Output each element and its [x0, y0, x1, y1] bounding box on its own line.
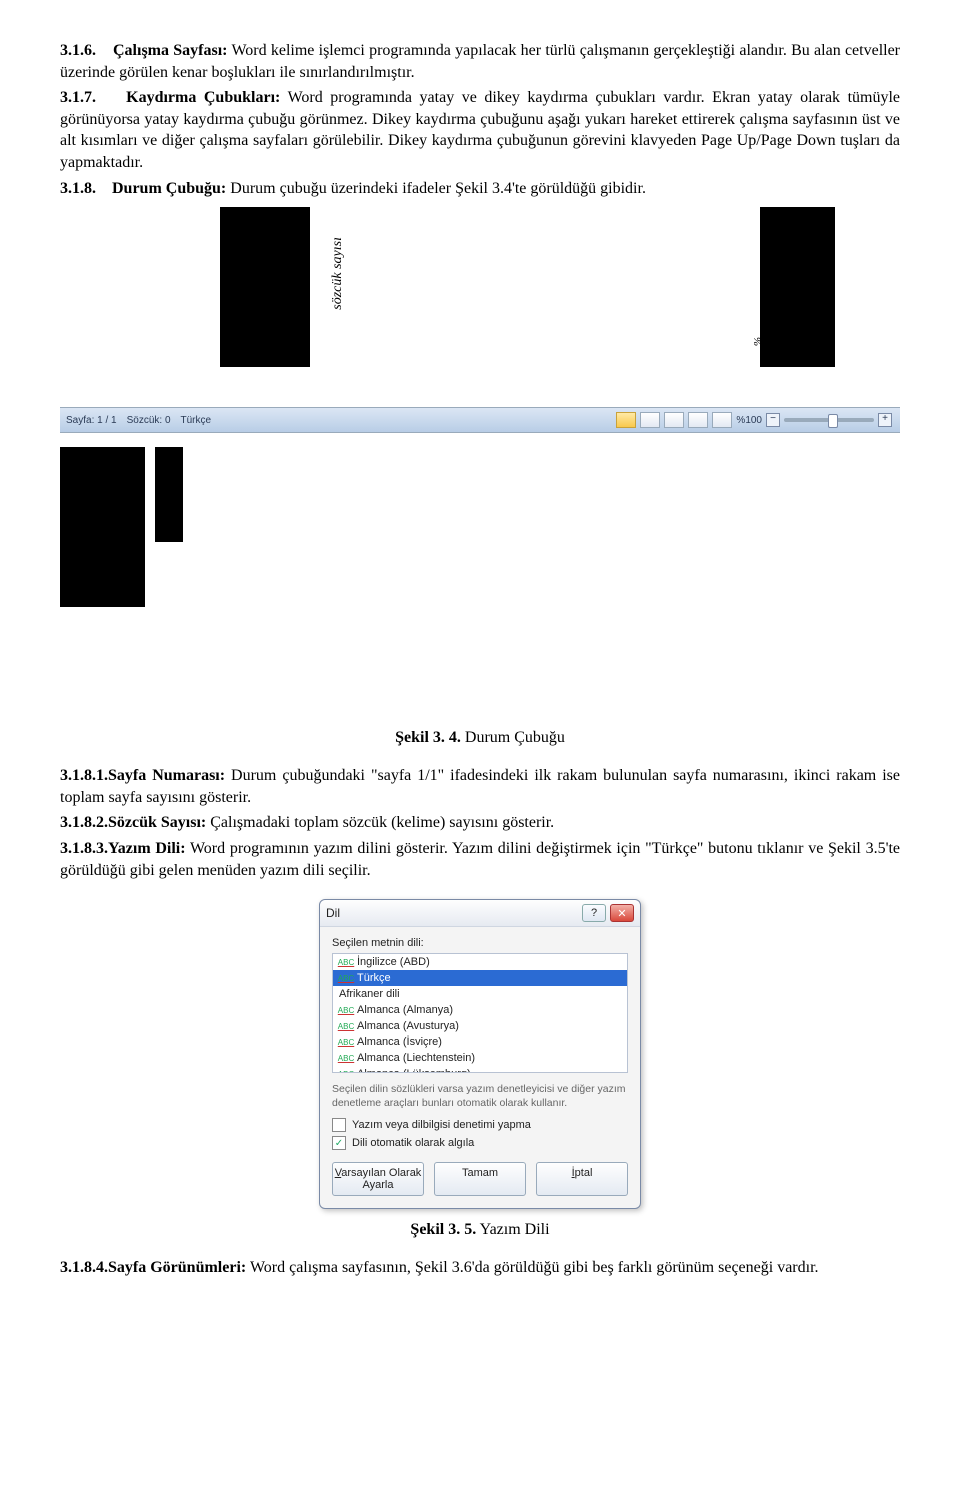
section-body: Word programının yazım dilini gösterir. …	[60, 840, 900, 879]
spellcheck-icon	[339, 1020, 353, 1032]
language-option[interactable]: Almanca (Lüksemburg)	[333, 1066, 627, 1073]
section-3-1-7: 3.1.7. Kaydırma Çubukları: Word programı…	[60, 87, 900, 173]
section-body: Word çalışma sayfasının, Şekil 3.6'da gö…	[250, 1259, 819, 1276]
status-word-count[interactable]: Sözcük: 0	[127, 415, 171, 426]
section-num: 3.1.6.	[60, 42, 96, 59]
section-num: 3.1.8.	[60, 180, 96, 197]
section-3-1-8-1: 3.1.8.1.Sayfa Numarası: Durum çubuğundak…	[60, 765, 900, 808]
language-option[interactable]: Almanca (Liechtenstein)	[333, 1050, 627, 1066]
dialog-description: Seçilen dilin sözlükleri varsa yazım den…	[332, 1083, 628, 1110]
redaction-box	[760, 207, 835, 367]
dialog-titlebar[interactable]: Dil ? ✕	[320, 900, 640, 927]
spellcheck-icon	[339, 1004, 353, 1016]
figure-label: Şekil 3. 5.	[410, 1221, 476, 1238]
checkbox-label: Dili otomatik olarak algıla	[352, 1137, 474, 1149]
figure-label: Şekil 3. 4.	[395, 729, 461, 746]
language-option-label: Almanca (Lüksemburg)	[357, 1068, 471, 1073]
language-option-label: Almanca (Avusturya)	[357, 1020, 459, 1032]
checkbox-auto-detect[interactable]: ✓	[332, 1136, 346, 1150]
language-option-label: Almanca (Liechtenstein)	[357, 1052, 475, 1064]
dialog-title: Dil	[326, 906, 340, 920]
language-dialog: Dil ? ✕ Seçilen metnin dili: İngilizce (…	[319, 899, 641, 1209]
spellcheck-icon	[339, 1052, 353, 1064]
dialog-help-button[interactable]: ?	[582, 904, 606, 922]
status-page[interactable]: Sayfa: 1 / 1	[66, 415, 117, 426]
figure-caption-3-4: Şekil 3. 4. Durum Çubuğu	[60, 729, 900, 747]
zoom-slider-thumb[interactable]	[828, 414, 838, 428]
section-3-1-6: 3.1.6. Çalışma Sayfası: Word kelime işle…	[60, 40, 900, 83]
zoom-percent[interactable]: %100	[736, 415, 762, 426]
language-listbox[interactable]: İngilizce (ABD) Türkçe Afrikaner dili Alman…	[332, 953, 628, 1073]
language-option[interactable]: Almanca (Almanya)	[333, 1002, 627, 1018]
view-print-layout-button[interactable]	[616, 412, 636, 428]
view-web-button[interactable]	[664, 412, 684, 428]
language-option-label: Almanca (Almanya)	[357, 1004, 453, 1016]
redaction-box	[155, 447, 183, 542]
section-num: 3.1.7.	[60, 89, 96, 106]
dialog-label: Seçilen metnin dili:	[332, 937, 628, 949]
section-num: 3.1.8.1.Sayfa Numarası:	[60, 767, 231, 784]
spellcheck-icon	[339, 1036, 353, 1048]
view-fullscreen-button[interactable]	[640, 412, 660, 428]
zoom-in-button[interactable]: +	[878, 413, 892, 427]
section-3-1-8-3: 3.1.8.3.Yazım Dili: Word programının yaz…	[60, 838, 900, 881]
cancel-button[interactable]: İptal	[536, 1162, 628, 1196]
spellcheck-icon	[339, 1068, 353, 1073]
language-option-label: İngilizce (ABD)	[357, 956, 430, 968]
vertical-label-percent: %	[752, 337, 764, 346]
view-draft-button[interactable]	[712, 412, 732, 428]
dialog-close-button[interactable]: ✕	[610, 904, 634, 922]
language-option[interactable]: Almanca (İsviçre)	[333, 1034, 627, 1050]
view-outline-button[interactable]	[688, 412, 708, 428]
figure-text: Yazım Dili	[480, 1221, 550, 1238]
redaction-box	[220, 207, 310, 367]
zoom-slider[interactable]	[784, 418, 874, 422]
status-language[interactable]: Türkçe	[181, 415, 212, 426]
spellcheck-icon	[339, 956, 353, 968]
redaction-box	[60, 447, 145, 607]
language-option-label: Almanca (İsviçre)	[357, 1036, 442, 1048]
checkbox-label: Yazım veya dilbilgisi denetimi yapma	[352, 1119, 531, 1131]
spellcheck-icon	[339, 972, 353, 984]
section-num-title: 3.1.8.2.Sözcük Sayısı:	[60, 814, 206, 831]
section-body: Durum çubuğu üzerindeki ifadeler Şekil 3…	[230, 180, 646, 197]
section-3-1-8: 3.1.8. Durum Çubuğu: Durum çubuğu üzerin…	[60, 178, 900, 200]
figure-status-bar: sözcük sayısı % Sayfa: 1 / 1 Sözcük: 0 T…	[60, 207, 900, 717]
section-title: Çalışma Sayfası:	[113, 42, 227, 59]
button-label-rest: ptal	[575, 1167, 593, 1179]
button-label-rest: arsayılan Olarak Ayarla	[341, 1167, 421, 1191]
language-option[interactable]: Almanca (Avusturya)	[333, 1018, 627, 1034]
word-status-bar: Sayfa: 1 / 1 Sözcük: 0 Türkçe %100 − +	[60, 407, 900, 433]
language-option[interactable]: Türkçe	[333, 970, 627, 986]
language-option[interactable]: İngilizce (ABD)	[333, 954, 627, 970]
section-title: Durum Çubuğu:	[112, 180, 226, 197]
section-num-title: 3.1.8.3.Yazım Dili:	[60, 840, 186, 857]
figure-text: Durum Çubuğu	[465, 729, 565, 746]
ok-button[interactable]: Tamam	[434, 1162, 526, 1196]
checkbox-no-proofing-row[interactable]: Yazım veya dilbilgisi denetimi yapma	[332, 1118, 628, 1132]
checkbox-no-proofing[interactable]	[332, 1118, 346, 1132]
vertical-label-wordcount: sözcük sayısı	[330, 237, 346, 310]
section-3-1-8-4: 3.1.8.4.Sayfa Görünümleri: Word çalışma …	[60, 1257, 900, 1279]
set-default-button[interactable]: Varsayılan Olarak Ayarla	[332, 1162, 424, 1196]
zoom-out-button[interactable]: −	[766, 413, 780, 427]
section-title: Kaydırma Çubukları:	[126, 89, 280, 106]
checkbox-auto-detect-row[interactable]: ✓ Dili otomatik olarak algıla	[332, 1136, 628, 1150]
section-body: Çalışmadaki toplam sözcük (kelime) sayıs…	[210, 814, 554, 831]
section-3-1-8-2: 3.1.8.2.Sözcük Sayısı: Çalışmadaki topla…	[60, 812, 900, 834]
language-option[interactable]: Afrikaner dili	[333, 986, 627, 1002]
language-option-label: Türkçe	[357, 972, 391, 984]
language-option-label: Afrikaner dili	[339, 988, 400, 1000]
figure-caption-3-5: Şekil 3. 5. Yazım Dili	[60, 1221, 900, 1239]
figure-language-dialog: Dil ? ✕ Seçilen metnin dili: İngilizce (…	[60, 899, 900, 1209]
section-num-title: 3.1.8.4.Sayfa Görünümleri:	[60, 1259, 246, 1276]
